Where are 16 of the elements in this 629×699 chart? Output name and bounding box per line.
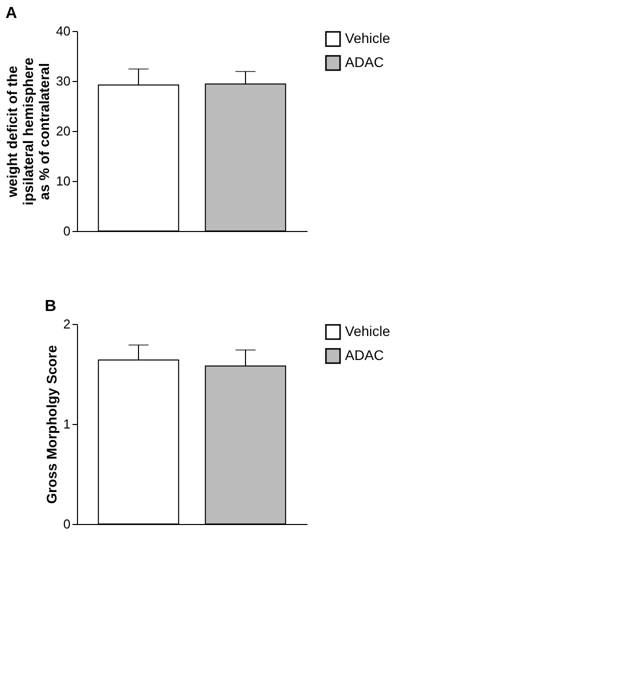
y-tick-label: 0 xyxy=(63,516,70,532)
y-tick-label: 20 xyxy=(56,124,70,138)
chart-title: B xyxy=(44,298,56,315)
y-tick-label: 0 xyxy=(63,224,70,238)
y-axis-title: weight deficit of the ipsilateral hemisphere as % of contralateral xyxy=(4,57,52,206)
chart-title: A xyxy=(6,5,18,22)
y-tick-label: 10 xyxy=(56,174,70,188)
y-tick-label: 1 xyxy=(63,416,70,432)
legend-label: Vehicle xyxy=(345,30,390,46)
y-axis-title: Gross Morpholgy Score xyxy=(43,344,60,504)
legend-label: ADAC xyxy=(345,347,384,363)
y-tick-label: 30 xyxy=(56,74,70,88)
legend-label: Vehicle xyxy=(345,323,390,339)
y-tick-label: 2 xyxy=(63,316,70,332)
legend-label: ADAC xyxy=(345,54,384,70)
y-tick-label: 40 xyxy=(56,24,70,38)
